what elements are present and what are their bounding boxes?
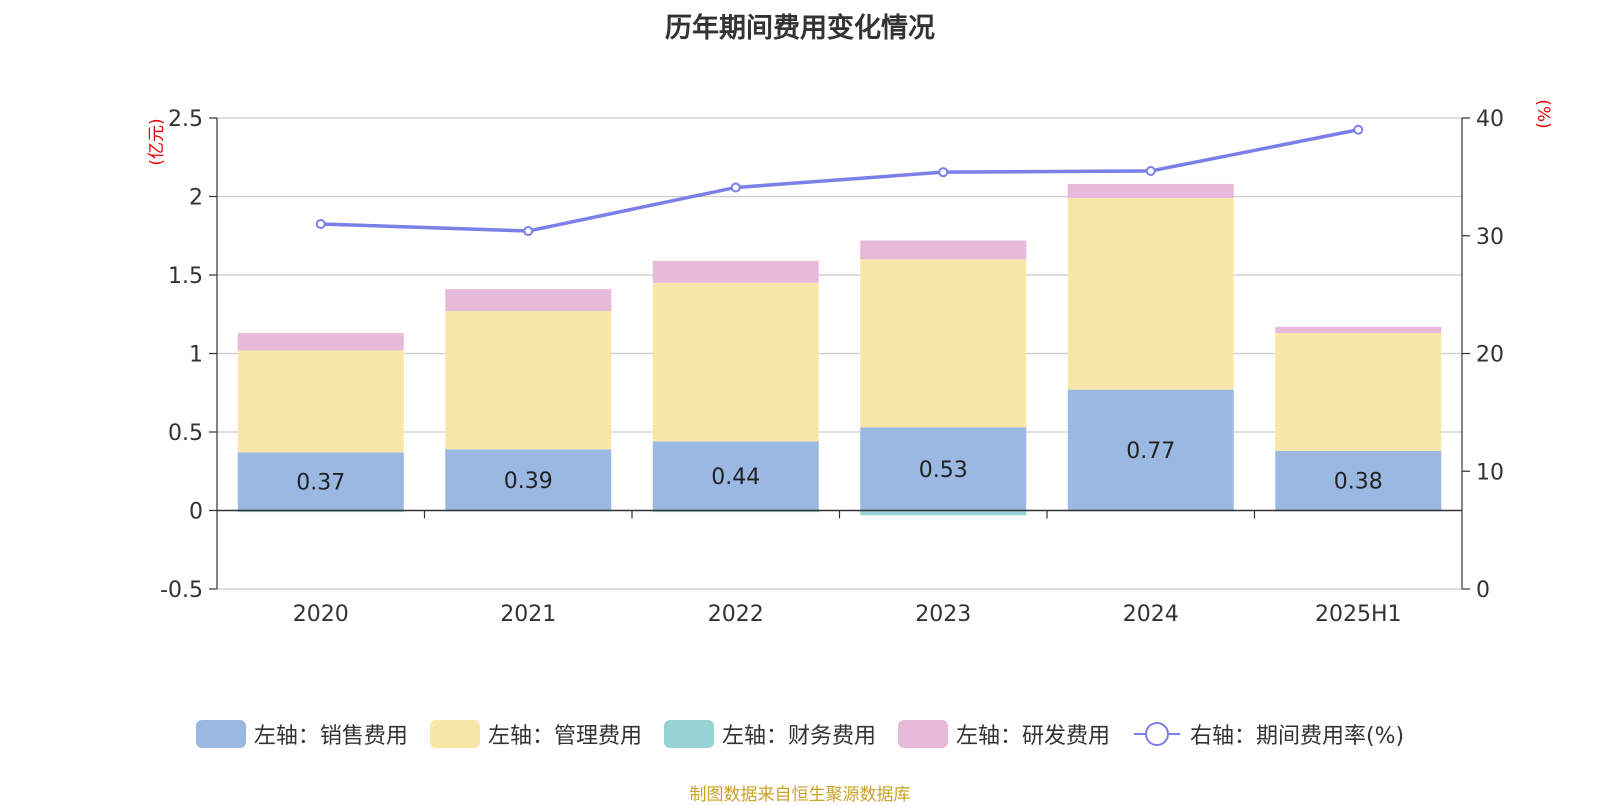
bar-segment <box>860 427 1027 511</box>
left-axis-unit: (亿元) <box>147 118 167 165</box>
bar-segment <box>652 510 819 513</box>
x-tick-label: 2024 <box>1123 602 1179 627</box>
bar-segment <box>237 350 404 453</box>
legend-label: 左轴：研发费用 <box>955 724 1110 749</box>
bars <box>237 183 1442 516</box>
legend-label: 左轴：销售费用 <box>253 724 408 749</box>
left-tick-label: 0.5 <box>168 421 203 446</box>
rate-point <box>938 167 949 178</box>
bar-segment <box>445 289 612 312</box>
bar-segment <box>1067 389 1234 511</box>
bar-segment <box>1067 183 1234 199</box>
bar-segment <box>1275 326 1442 334</box>
bar-segment <box>1067 198 1234 390</box>
bar-segment <box>652 441 819 511</box>
rate-series-line <box>320 128 1359 233</box>
legend-item[interactable]: 右轴：期间费用率(%) <box>1132 718 1404 750</box>
bar-value-label: 0.53 <box>919 458 968 483</box>
legend-label: 右轴：期间费用率(%) <box>1189 724 1405 749</box>
bar-value-label: 0.44 <box>711 465 760 490</box>
legend-item[interactable]: 左轴：销售费用 <box>195 718 408 750</box>
bar-segment <box>445 449 612 511</box>
bar-segment <box>237 510 404 513</box>
bar-segment <box>1275 333 1442 451</box>
bar-segment <box>860 510 1027 516</box>
rate-point <box>523 226 534 237</box>
right-tick-label: 40 <box>1476 107 1504 132</box>
legend-line-swatch <box>1133 722 1180 746</box>
bar-segment <box>237 333 404 351</box>
legend-swatch <box>429 720 480 748</box>
rate-line <box>315 124 1364 237</box>
chart-title: 历年期间费用变化情况 <box>665 13 935 44</box>
x-tick-label: 2020 <box>293 602 349 627</box>
left-tick-label: -0.5 <box>160 578 203 603</box>
legend-swatch <box>897 720 948 748</box>
x-tick-label: 2025H1 <box>1315 602 1402 627</box>
left-tick-label: 2.5 <box>168 107 203 132</box>
right-axis-unit: (%) <box>1533 99 1553 128</box>
left-tick-label: 1 <box>189 343 203 368</box>
source-note: 制图数据来自恒生聚源数据库 <box>689 785 911 805</box>
bar-segment <box>1275 450 1442 511</box>
left-tick-label: 0 <box>189 500 203 525</box>
legend-item[interactable]: 左轴：财务费用 <box>663 718 876 750</box>
bar-value-label: 0.77 <box>1126 439 1175 464</box>
legend-swatch <box>663 720 714 748</box>
legend-item[interactable]: 左轴：研发费用 <box>897 718 1110 750</box>
left-tick-label: 2 <box>189 186 203 211</box>
bar-value-label: 0.38 <box>1334 470 1383 495</box>
legend-swatch <box>195 720 246 748</box>
right-tick-label: 10 <box>1476 460 1504 485</box>
bar-segment <box>652 282 819 442</box>
x-tick-label: 2023 <box>915 602 971 627</box>
rate-point <box>1353 124 1364 135</box>
rate-point <box>730 182 741 193</box>
rate-point <box>315 218 326 229</box>
right-tick-label: 0 <box>1476 578 1490 603</box>
bar-value-label: 0.39 <box>504 469 553 494</box>
grid-lines <box>217 117 1462 590</box>
left-tick-label: 1.5 <box>168 264 203 289</box>
bar-segment <box>652 260 819 283</box>
legend: 左轴：销售费用 左轴：管理费用 左轴：财务费用 左轴：研发费用 右轴：期间费用率(%) <box>0 718 1600 750</box>
right-tick-label: 30 <box>1476 225 1504 250</box>
x-tick-label: 2022 <box>708 602 764 627</box>
legend-label: 左轴：管理费用 <box>487 724 642 749</box>
bar-segment <box>860 240 1027 260</box>
right-tick-label: 20 <box>1476 343 1504 368</box>
data-labels: 0.37 0.39 0.44 0.53 0.77 0.38 <box>296 439 1382 495</box>
axes: -0.5 0 0.5 1 1.5 2 2.5 0 10 20 30 40 (亿元) (%) 2020 2021… <box>147 99 1553 627</box>
bar-value-label: 0.37 <box>296 470 345 495</box>
x-tick-label: 2021 <box>500 602 556 627</box>
bar-segment <box>860 259 1027 428</box>
legend-item[interactable]: 左轴：管理费用 <box>429 718 642 750</box>
bar-segment <box>445 311 612 450</box>
rate-point <box>1145 165 1156 176</box>
bar-segment <box>237 452 404 511</box>
legend-label: 左轴：财务费用 <box>721 724 876 749</box>
